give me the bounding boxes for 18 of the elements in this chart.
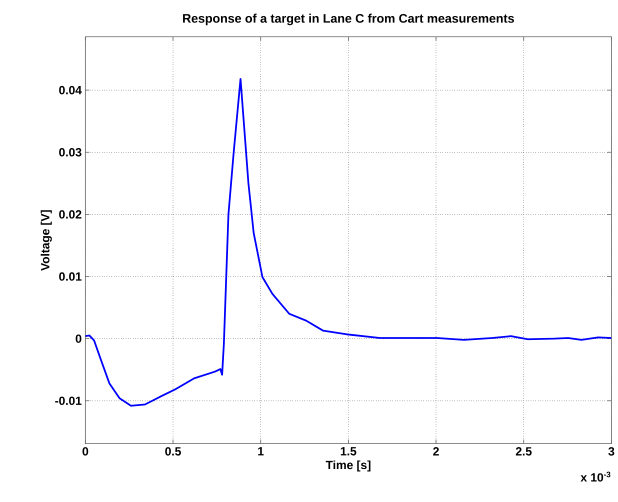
x-tick-label: 0 bbox=[82, 447, 88, 456]
line-series bbox=[85, 78, 612, 407]
y-tick-label: 0.03 bbox=[59, 148, 82, 156]
x-tick-label: 2.5 bbox=[516, 447, 532, 456]
y-axis-title: Voltage [V] bbox=[40, 210, 52, 271]
y-tick-label: -0.01 bbox=[55, 396, 82, 405]
x-tick-label: 1.5 bbox=[340, 447, 356, 456]
x-axis-title: Time [s] bbox=[326, 460, 370, 472]
text: x 10$^{-3}$ bbox=[580, 472, 610, 482]
x-tick-label: 3 bbox=[608, 447, 614, 456]
y-tick-label: 0.01 bbox=[59, 272, 82, 281]
x-tick-label: 0.5 bbox=[165, 447, 181, 456]
x-tick-label: 1 bbox=[258, 447, 264, 456]
x-tick-label: 2 bbox=[433, 447, 439, 456]
chart-title: Response of a target in Lane C from Cart measurements bbox=[183, 14, 514, 26]
y-tick-label: 0 bbox=[76, 334, 82, 343]
y-tick-label: 0.04 bbox=[59, 86, 82, 94]
y-tick-label: 0.02 bbox=[59, 210, 82, 219]
